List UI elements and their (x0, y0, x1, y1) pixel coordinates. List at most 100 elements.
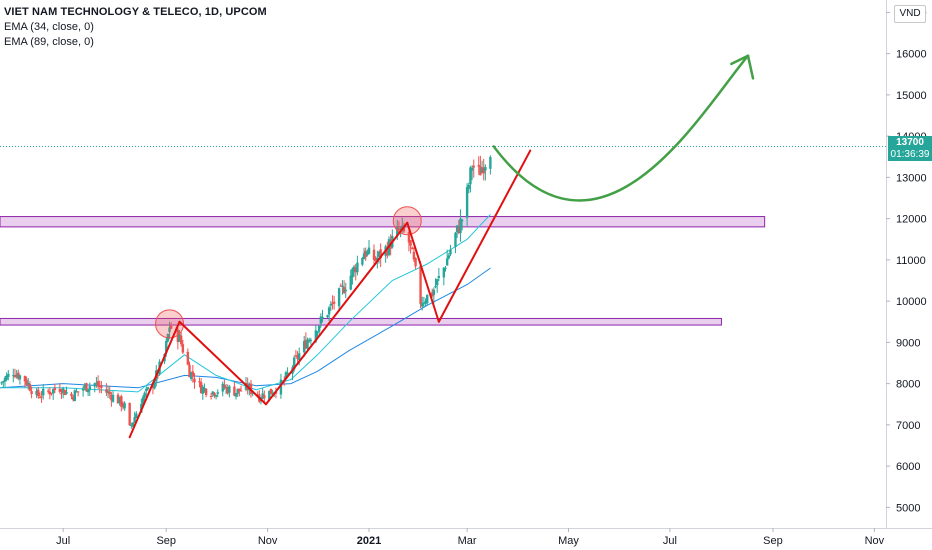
candle-body (449, 249, 452, 255)
candle-body (108, 391, 111, 395)
x-tick-label: Sep (156, 535, 176, 547)
candle-body (214, 395, 218, 397)
candle-body (268, 390, 271, 401)
candle-body (221, 383, 224, 392)
candle-body (321, 316, 324, 319)
candle-body (42, 388, 45, 396)
y-tick-label: 15000 (896, 90, 927, 102)
y-tick-label: 11000 (896, 255, 926, 267)
x-tick-label: Sep (763, 535, 783, 547)
candle-body (211, 391, 214, 395)
candle-body (284, 372, 288, 380)
candle-body (223, 384, 226, 389)
candle-body (430, 292, 434, 297)
candle-body (170, 325, 173, 329)
candle-body (121, 405, 125, 408)
projection-arrowhead (730, 54, 755, 80)
candle-body (239, 390, 243, 392)
candle-body (298, 353, 301, 360)
candle-body (86, 389, 90, 393)
candle-body (314, 330, 318, 342)
x-tick-label: 2021 (357, 535, 381, 547)
candle-body (130, 425, 133, 427)
candle-body (480, 167, 484, 173)
candle-body (331, 302, 334, 304)
candle-body (50, 392, 53, 394)
bar-countdown: 01:36:39 (890, 149, 930, 160)
candle-body (352, 266, 356, 272)
zone-rectangle-1 (0, 216, 766, 228)
candle-body (293, 357, 296, 370)
candle-body (472, 165, 475, 168)
y-tick-label: 9000 (896, 337, 920, 349)
candle-body (269, 388, 273, 395)
candle-body (146, 387, 150, 390)
candle-body (477, 164, 480, 167)
candle-body (15, 374, 18, 377)
candle-body (459, 218, 462, 234)
candle-body (434, 286, 437, 288)
candle-body (213, 392, 216, 397)
candle-body (399, 228, 402, 230)
candle-body (95, 382, 98, 384)
candle-body (309, 339, 313, 342)
candle-body (60, 393, 63, 395)
x-tick-label: Mar (458, 535, 477, 547)
x-tick-label: May (558, 535, 579, 547)
candle-body (181, 344, 185, 353)
candle-body (85, 383, 88, 392)
candle-body (426, 294, 429, 304)
candle-body (179, 335, 183, 345)
candle-body (123, 403, 126, 409)
candle-body (329, 303, 332, 306)
candle-body (316, 331, 319, 333)
candle-body (88, 386, 91, 391)
candle-body (482, 167, 485, 174)
candle-body (13, 375, 17, 377)
candle-body (447, 255, 451, 259)
candle-body (93, 383, 96, 387)
candle-body (411, 247, 414, 250)
candle-body (455, 225, 459, 233)
candle-body (412, 251, 416, 260)
symbol-title[interactable]: VIET NAM TECHNOLOGY & TELECO, 1D, UPCOM (4, 6, 267, 18)
candle-body (118, 396, 121, 404)
candle-body (100, 385, 103, 388)
candle-body (189, 372, 193, 379)
candle-body (40, 396, 43, 398)
candle-body (65, 392, 68, 394)
ema89-legend[interactable]: EMA (89, close, 0) (4, 36, 94, 48)
x-tick-label: Jul (56, 535, 70, 547)
candle-body (454, 232, 457, 248)
candle-body (193, 378, 196, 383)
candle-body (81, 388, 85, 391)
y-tick-label: 16000 (896, 49, 927, 61)
candle-body (367, 247, 371, 254)
candle-body (401, 225, 404, 229)
ema34-legend[interactable]: EMA (34, close, 0) (4, 21, 94, 33)
candle-body (27, 383, 30, 386)
candle-body (83, 384, 86, 388)
candle-body (489, 156, 492, 169)
candle-body (445, 258, 449, 266)
candle-body (120, 396, 123, 407)
candle-body (25, 379, 28, 385)
currency-button[interactable]: VND (894, 5, 926, 23)
y-tick-label: 7000 (896, 420, 920, 432)
candle-body (30, 391, 33, 395)
candle-body (366, 251, 369, 256)
candle-body (3, 377, 7, 382)
highlight-circle-2 (392, 206, 422, 236)
y-tick-label: 10000 (896, 296, 927, 308)
candle-body (131, 422, 135, 427)
candle-body (402, 226, 406, 232)
candle-body (203, 387, 206, 389)
candle-body (396, 227, 399, 236)
candle-body (47, 390, 50, 392)
candle-body (422, 302, 426, 304)
candle-body (421, 303, 424, 307)
candle-body (419, 265, 422, 305)
candle-body (0, 382, 3, 384)
